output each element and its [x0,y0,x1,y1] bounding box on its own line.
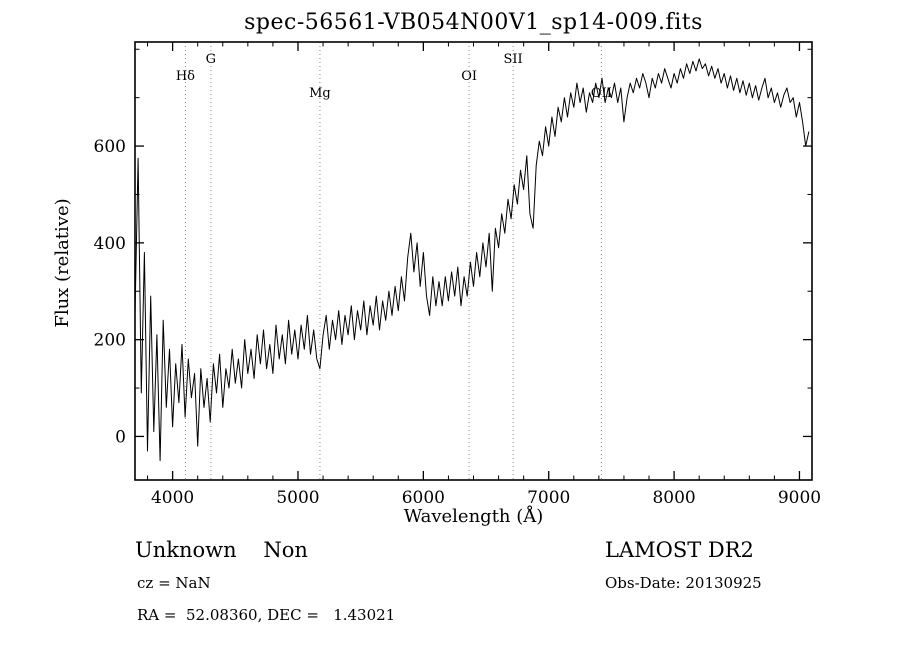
classification-text: Unknown Non [135,538,308,562]
x-axis-label: Wavelength (Å) [403,506,544,527]
spectral-line-label: Hδ [176,69,195,84]
y-tick-label: 600 [94,137,126,157]
y-tick-label: 400 [94,234,126,254]
spectral-line-label: OI [461,69,477,84]
x-tick-label: 4000 [151,488,194,508]
survey-text: LAMOST DR2 [605,538,754,562]
x-tick-label: 9000 [778,488,821,508]
x-tick-label: 8000 [652,488,695,508]
obs-date-text: Obs-Date: 20130925 [605,574,762,592]
x-tick-label: 7000 [527,488,570,508]
spectrum-line [134,58,810,462]
spectral-line-label: G [206,52,216,67]
spectral-line-label: SII [504,52,523,67]
y-tick-label: 0 [115,427,126,447]
x-tick-label: 5000 [276,488,319,508]
ra-dec-text: RA = 52.08360, DEC = 1.43021 [137,606,396,624]
plot-title: spec-56561-VB054N00V1_sp14-009.fits [244,10,703,35]
y-tick-label: 200 [94,331,126,351]
y-axis-label: Flux (relative) [52,198,73,328]
x-tick-label: 6000 [402,488,445,508]
plot-border [134,41,813,481]
cz-text: cz = NaN [137,574,211,592]
spectral-line-label: Mg [309,86,331,101]
